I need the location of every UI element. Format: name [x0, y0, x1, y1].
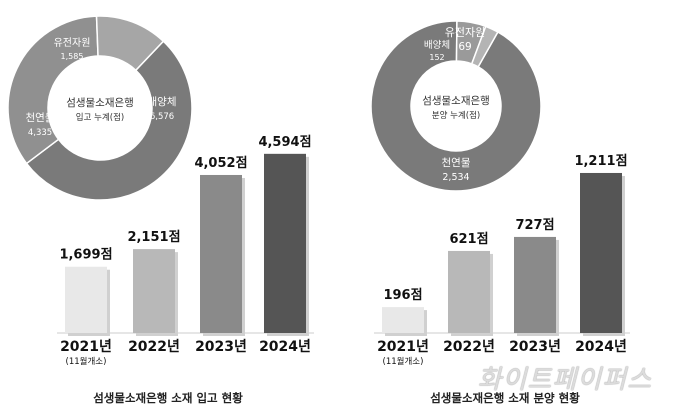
distribution-bar: [580, 172, 622, 333]
intake-donut-center-subtitle: 입고 누계(점): [76, 112, 124, 123]
intake-category-label: 2023년: [195, 339, 247, 355]
distribution-donut-slice-label: 배양체: [424, 40, 450, 51]
intake-category-label: 2022년: [128, 339, 180, 355]
distribution-chart-title: 섬생물소재은행 소재 분양 현황: [430, 391, 580, 405]
distribution-donut-slice-value: 152: [429, 53, 444, 62]
intake-category-label: 2021년: [60, 339, 112, 355]
distribution-donut-slice: [470, 25, 499, 68]
distribution-donut-slice-value: 2,534: [442, 172, 469, 183]
intake-donut-slice-value: 6,576: [150, 112, 174, 122]
intake-value-label: 4,052점: [194, 156, 247, 171]
distribution-donut-center-subtitle: 분양 누계(점): [432, 110, 480, 121]
intake-value-label: 4,594점: [258, 135, 311, 150]
intake-donut-center-title: 섬생물소재은행: [66, 97, 134, 109]
distribution-bar-chart: 196점 2021년(11월개소) 621점 2022년 727점 2023년 1,211점…: [374, 154, 630, 367]
intake-category-note: (11월개소): [66, 356, 107, 367]
distribution-donut-slice: [370, 20, 542, 192]
distribution-donut-slice-label: 유전자원: [445, 26, 485, 39]
intake-donut-slice-label: 배양체: [148, 96, 177, 108]
distribution-category-label: 2021년: [377, 339, 429, 355]
intake-value-label: 2,151점: [127, 230, 180, 245]
intake-bar: [264, 153, 306, 333]
distribution-donut-slice-label: 천연물: [442, 157, 471, 169]
intake-donut-slice: [95, 15, 165, 72]
distribution-donut-center-title: 섬생물소재은행: [422, 95, 490, 107]
intake-value-label: 1,699점: [59, 248, 112, 263]
intake-donut-slice-label: 유전자원: [54, 37, 91, 49]
distribution-category-label: 2022년: [443, 339, 495, 355]
distribution-bar: [382, 307, 424, 333]
intake-bar: [200, 174, 242, 333]
intake-donut-slice-label: 천연물: [26, 112, 55, 124]
distribution-value-label: 621점: [449, 232, 488, 247]
distribution-value-label: 196점: [383, 288, 422, 303]
distribution-value-label: 727점: [515, 218, 554, 233]
distribution-donut-slice-value: 69: [458, 41, 471, 53]
distribution-value-label: 1,211점: [574, 154, 627, 169]
watermark-logo: 화이트페이퍼스: [477, 365, 652, 395]
distribution-category-label: 2023년: [509, 339, 561, 355]
distribution-bar: [514, 236, 556, 333]
intake-category-label: 2024년: [259, 339, 311, 355]
intake-bar: [133, 249, 175, 333]
intake-donut-slice: [25, 40, 193, 201]
intake-bar-chart: 1,699점 2021년(11월개소) 2,151점 2022년 4,052점 2023년…: [57, 135, 314, 367]
intake-chart-title: 섬생물소재은행 소재 입고 현황: [93, 391, 243, 405]
intake-bar: [65, 266, 107, 333]
distribution-category-note: (11월개소): [383, 356, 424, 367]
distribution-bar: [448, 250, 490, 333]
intake-donut-slice: [7, 15, 99, 165]
intake-donut-slice-value: 1,585: [61, 52, 84, 61]
intake-donut-slice-value: 4,335: [28, 128, 52, 138]
distribution-category-label: 2024년: [575, 339, 627, 355]
